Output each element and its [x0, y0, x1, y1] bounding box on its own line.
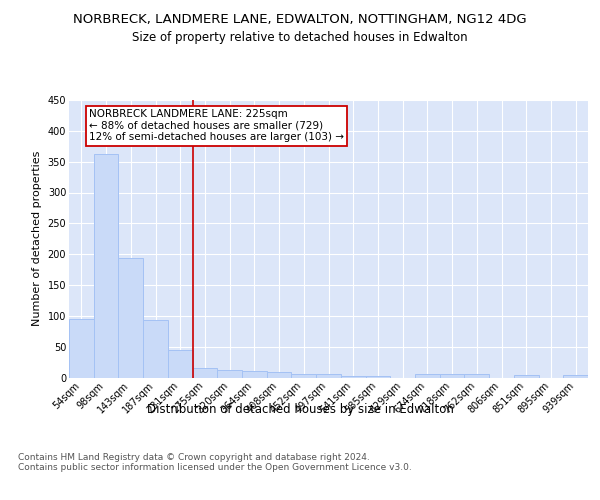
Bar	[94, 154, 118, 378]
Text: NORBRECK, LANDMERE LANE, EDWALTON, NOTTINGHAM, NG12 4DG: NORBRECK, LANDMERE LANE, EDWALTON, NOTTI…	[73, 12, 527, 26]
Bar	[292, 374, 316, 378]
Bar	[440, 374, 464, 378]
Bar	[118, 258, 143, 378]
Bar	[415, 374, 440, 378]
Y-axis label: Number of detached properties: Number of detached properties	[32, 151, 42, 326]
Bar	[242, 372, 267, 378]
Text: Size of property relative to detached houses in Edwalton: Size of property relative to detached ho…	[132, 31, 468, 44]
Bar	[69, 319, 94, 378]
Bar	[563, 375, 588, 378]
Bar	[341, 376, 365, 378]
Bar	[143, 320, 168, 378]
Bar	[464, 374, 489, 378]
Bar	[267, 372, 292, 378]
Bar	[168, 350, 193, 378]
Text: Contains HM Land Registry data © Crown copyright and database right 2024.
Contai: Contains HM Land Registry data © Crown c…	[18, 452, 412, 472]
Bar	[217, 370, 242, 378]
Bar	[514, 375, 539, 378]
Text: Distribution of detached houses by size in Edwalton: Distribution of detached houses by size …	[146, 402, 454, 415]
Bar	[316, 374, 341, 378]
Bar	[365, 376, 390, 378]
Text: NORBRECK LANDMERE LANE: 225sqm
← 88% of detached houses are smaller (729)
12% of: NORBRECK LANDMERE LANE: 225sqm ← 88% of …	[89, 110, 344, 142]
Bar	[193, 368, 217, 378]
